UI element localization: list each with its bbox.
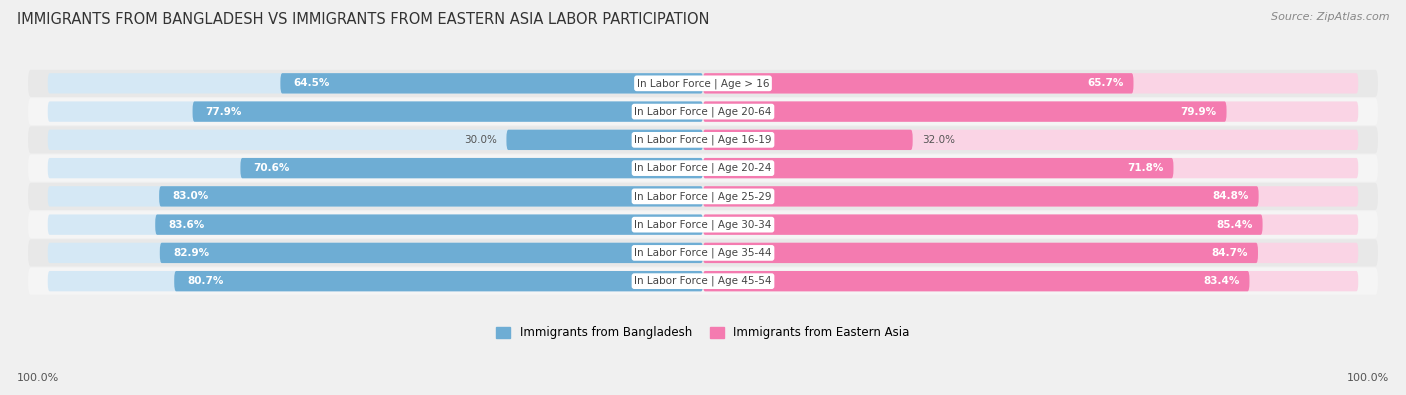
FancyBboxPatch shape [48, 186, 703, 207]
Text: IMMIGRANTS FROM BANGLADESH VS IMMIGRANTS FROM EASTERN ASIA LABOR PARTICIPATION: IMMIGRANTS FROM BANGLADESH VS IMMIGRANTS… [17, 12, 710, 27]
Text: 30.0%: 30.0% [464, 135, 496, 145]
Text: In Labor Force | Age 20-24: In Labor Force | Age 20-24 [634, 163, 772, 173]
FancyBboxPatch shape [160, 243, 703, 263]
Text: 100.0%: 100.0% [17, 373, 59, 383]
FancyBboxPatch shape [280, 73, 703, 94]
FancyBboxPatch shape [28, 211, 1378, 238]
Text: 83.0%: 83.0% [173, 192, 208, 201]
Text: In Labor Force | Age 20-64: In Labor Force | Age 20-64 [634, 106, 772, 117]
FancyBboxPatch shape [240, 158, 703, 178]
FancyBboxPatch shape [703, 214, 1358, 235]
FancyBboxPatch shape [48, 102, 703, 122]
FancyBboxPatch shape [28, 154, 1378, 182]
FancyBboxPatch shape [703, 158, 1174, 178]
Text: 85.4%: 85.4% [1216, 220, 1253, 229]
Text: 80.7%: 80.7% [187, 276, 224, 286]
Text: 84.8%: 84.8% [1212, 192, 1249, 201]
FancyBboxPatch shape [48, 158, 703, 178]
FancyBboxPatch shape [155, 214, 703, 235]
FancyBboxPatch shape [48, 214, 703, 235]
FancyBboxPatch shape [506, 130, 703, 150]
FancyBboxPatch shape [48, 73, 703, 94]
FancyBboxPatch shape [703, 186, 1258, 207]
Text: In Labor Force | Age 45-54: In Labor Force | Age 45-54 [634, 276, 772, 286]
FancyBboxPatch shape [174, 271, 703, 292]
FancyBboxPatch shape [703, 243, 1258, 263]
FancyBboxPatch shape [28, 183, 1378, 210]
Text: 82.9%: 82.9% [173, 248, 209, 258]
FancyBboxPatch shape [703, 214, 1263, 235]
FancyBboxPatch shape [28, 267, 1378, 295]
Text: 100.0%: 100.0% [1347, 373, 1389, 383]
Text: 77.9%: 77.9% [205, 107, 242, 117]
Text: In Labor Force | Age 16-19: In Labor Force | Age 16-19 [634, 135, 772, 145]
Text: 71.8%: 71.8% [1128, 163, 1164, 173]
FancyBboxPatch shape [48, 130, 703, 150]
Text: 83.4%: 83.4% [1204, 276, 1240, 286]
Text: 32.0%: 32.0% [922, 135, 956, 145]
FancyBboxPatch shape [703, 186, 1358, 207]
Text: 79.9%: 79.9% [1181, 107, 1216, 117]
Text: 65.7%: 65.7% [1087, 78, 1123, 88]
Text: 83.6%: 83.6% [169, 220, 205, 229]
Text: In Labor Force | Age 25-29: In Labor Force | Age 25-29 [634, 191, 772, 201]
FancyBboxPatch shape [703, 130, 1358, 150]
FancyBboxPatch shape [28, 98, 1378, 125]
FancyBboxPatch shape [28, 70, 1378, 97]
FancyBboxPatch shape [193, 102, 703, 122]
Text: 70.6%: 70.6% [253, 163, 290, 173]
FancyBboxPatch shape [703, 271, 1358, 292]
FancyBboxPatch shape [703, 271, 1250, 292]
FancyBboxPatch shape [703, 158, 1358, 178]
Text: In Labor Force | Age 30-34: In Labor Force | Age 30-34 [634, 219, 772, 230]
FancyBboxPatch shape [703, 73, 1358, 94]
Text: In Labor Force | Age > 16: In Labor Force | Age > 16 [637, 78, 769, 88]
Text: 64.5%: 64.5% [294, 78, 330, 88]
FancyBboxPatch shape [28, 239, 1378, 267]
FancyBboxPatch shape [703, 243, 1358, 263]
FancyBboxPatch shape [703, 102, 1358, 122]
FancyBboxPatch shape [48, 243, 703, 263]
FancyBboxPatch shape [703, 130, 912, 150]
Text: 84.7%: 84.7% [1212, 248, 1249, 258]
FancyBboxPatch shape [159, 186, 703, 207]
FancyBboxPatch shape [703, 102, 1226, 122]
Legend: Immigrants from Bangladesh, Immigrants from Eastern Asia: Immigrants from Bangladesh, Immigrants f… [492, 322, 914, 344]
FancyBboxPatch shape [703, 73, 1133, 94]
Text: Source: ZipAtlas.com: Source: ZipAtlas.com [1271, 12, 1389, 22]
FancyBboxPatch shape [48, 271, 703, 292]
Text: In Labor Force | Age 35-44: In Labor Force | Age 35-44 [634, 248, 772, 258]
FancyBboxPatch shape [28, 126, 1378, 153]
